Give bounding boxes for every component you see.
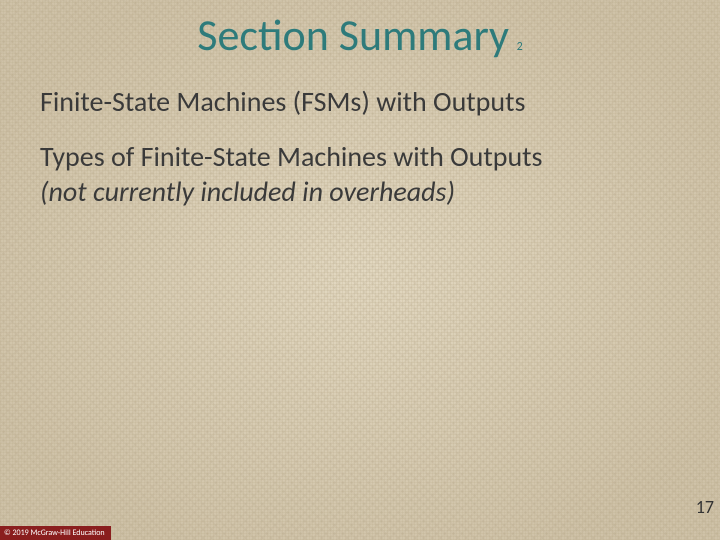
page-number: 17 — [696, 496, 714, 518]
slide: Section Summary 2 Finite-State Machines … — [0, 0, 720, 540]
background-texture — [0, 0, 720, 540]
copyright-bar: © 2019 McGraw-Hill Education — [0, 526, 111, 540]
slide-title-wrap: Section Summary 2 — [0, 8, 720, 62]
bullet-2-line-2: (not currently included in overheads) — [40, 174, 680, 209]
slide-title-subscript: 2 — [517, 40, 523, 54]
slide-body: Finite-State Machines (FSMs) with Output… — [40, 84, 680, 209]
bullet-2-line-1: Types of Finite-State Machines with Outp… — [40, 139, 680, 174]
slide-title: Section Summary — [197, 8, 509, 62]
bullet-1: Finite-State Machines (FSMs) with Output… — [40, 84, 680, 119]
